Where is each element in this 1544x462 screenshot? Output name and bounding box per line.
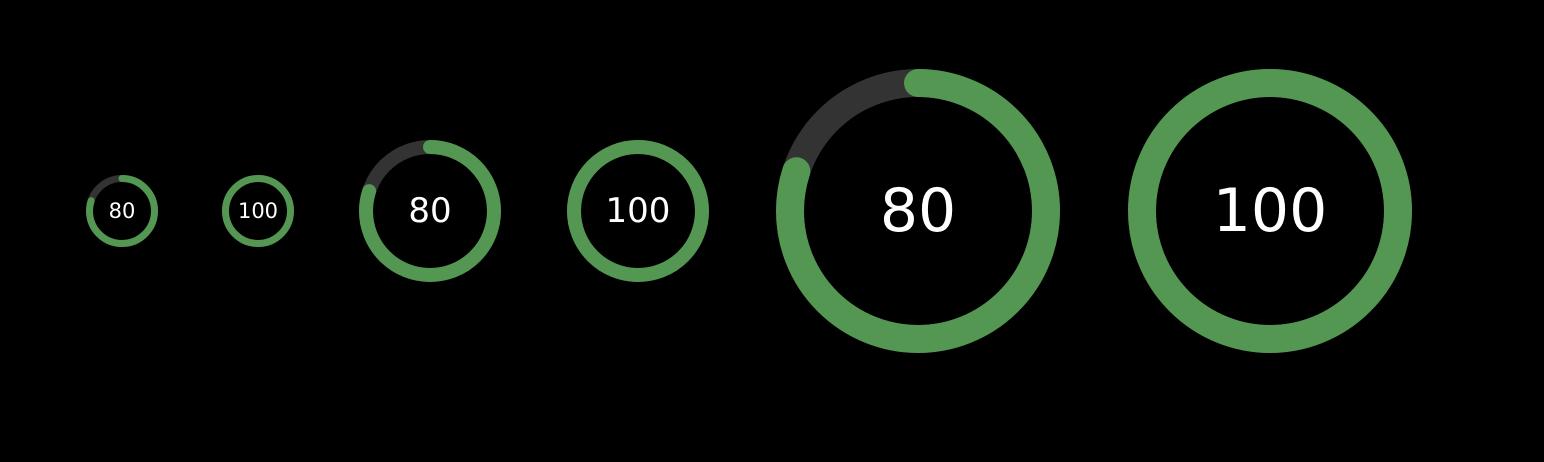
ring-graphic [1128, 69, 1412, 353]
ring-value-label: 100 [605, 191, 671, 231]
ring-value-label: 100 [237, 198, 279, 223]
ring-value-label: 80 [108, 198, 136, 223]
ring-value-label: 80 [408, 191, 452, 231]
progress-ring-small-80: 80 [86, 175, 158, 247]
progress-ring-medium-100: 100 [567, 140, 709, 282]
ring-progress-arc [222, 175, 294, 247]
progress-ring-medium-80: 80 [359, 140, 501, 282]
ring-value-label: 100 [1212, 176, 1328, 246]
ring-progress-arc [776, 69, 1060, 353]
progress-ring-large-80: 80 [776, 69, 1060, 353]
progress-ring-large-100: 100 [1128, 69, 1412, 353]
ring-graphic [86, 175, 158, 247]
progress-ring-small-100: 100 [222, 175, 294, 247]
ring-graphic [222, 175, 294, 247]
ring-value-label: 80 [879, 176, 957, 246]
ring-graphic [359, 140, 501, 282]
ring-progress-arc [567, 140, 709, 282]
ring-graphic [567, 140, 709, 282]
ring-progress-arc [1128, 69, 1412, 353]
ring-progress-arc [86, 175, 158, 247]
ring-progress-arc [359, 140, 501, 282]
ring-graphic [776, 69, 1060, 353]
